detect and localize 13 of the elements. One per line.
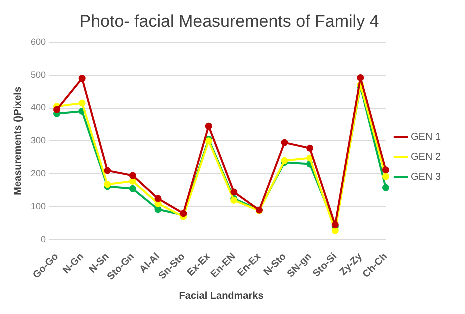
y-tick-label: 400 [30, 102, 46, 113]
y-tick-label: 100 [30, 202, 46, 212]
legend-label: GEN 1 [410, 132, 442, 143]
y-tick-label: 200 [30, 168, 46, 179]
legend-label: GEN 3 [410, 172, 442, 183]
y-tick-label: 0 [41, 234, 46, 244]
y-tick-label: 500 [30, 70, 46, 80]
legend-label: GEN 2 [410, 152, 442, 163]
x-axis-title: Facial Landmarks [179, 290, 264, 302]
chart-title: Photo- facial Measurements of Family 4 [80, 12, 380, 31]
y-axis-title: Measurements ()Pixels [12, 86, 24, 196]
y-tick-label: 300 [30, 136, 46, 146]
y-tick-label: 600 [30, 36, 46, 47]
